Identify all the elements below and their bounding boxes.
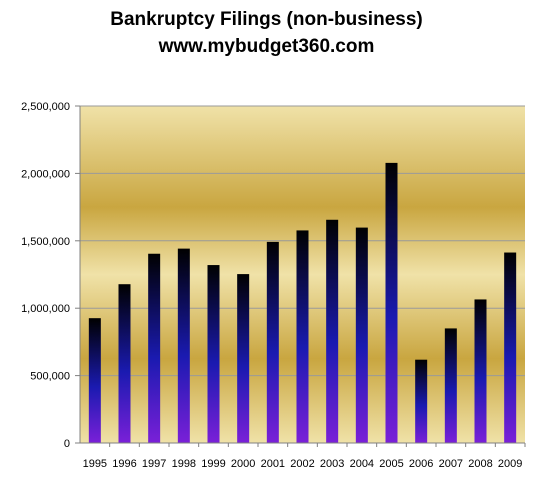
y-tick-label: 2,500,000 <box>21 101 70 113</box>
x-tick-label: 1995 <box>83 458 107 470</box>
bar-2003 <box>326 219 339 443</box>
bar-2006 <box>415 359 428 443</box>
x-tick-label: 2005 <box>379 458 403 470</box>
chart-subtitle: www.mybudget360.com <box>158 36 375 57</box>
chart-title: Bankruptcy Filings (non-business) <box>110 9 423 30</box>
x-tick-label: 2009 <box>498 458 522 470</box>
y-tick-label: 1,500,000 <box>21 236 70 248</box>
bar-2004 <box>355 227 368 443</box>
x-tick-label: 2008 <box>468 458 492 470</box>
x-tick-label: 1998 <box>172 458 196 470</box>
bar-2008 <box>474 299 487 443</box>
x-tick-label: 1997 <box>142 458 166 470</box>
bar-2002 <box>296 230 309 443</box>
y-tick-label: 1,000,000 <box>21 303 70 315</box>
x-tick-label: 2006 <box>409 458 433 470</box>
bar-2005 <box>385 162 398 443</box>
y-tick-label: 2,000,000 <box>21 168 70 180</box>
x-tick-label: 2004 <box>350 458 374 470</box>
bar-2007 <box>444 328 457 443</box>
x-tick-label: 2000 <box>231 458 255 470</box>
x-tick-label: 1996 <box>112 458 136 470</box>
x-tick-label: 2003 <box>320 458 344 470</box>
x-tick-label: 2007 <box>439 458 463 470</box>
y-tick-label: 500,000 <box>30 371 70 383</box>
bar-1997 <box>148 253 161 443</box>
bar-1996 <box>118 284 131 443</box>
bar-1995 <box>88 318 101 443</box>
bar-2009 <box>504 252 517 443</box>
bar-1998 <box>177 248 190 443</box>
bar-1999 <box>207 265 220 443</box>
y-tick-label: 0 <box>64 438 70 450</box>
x-tick-label: 2002 <box>290 458 314 470</box>
x-tick-label: 1999 <box>201 458 225 470</box>
x-tick-label: 2001 <box>261 458 285 470</box>
bar-2001 <box>266 241 279 443</box>
bar-2000 <box>237 274 250 443</box>
